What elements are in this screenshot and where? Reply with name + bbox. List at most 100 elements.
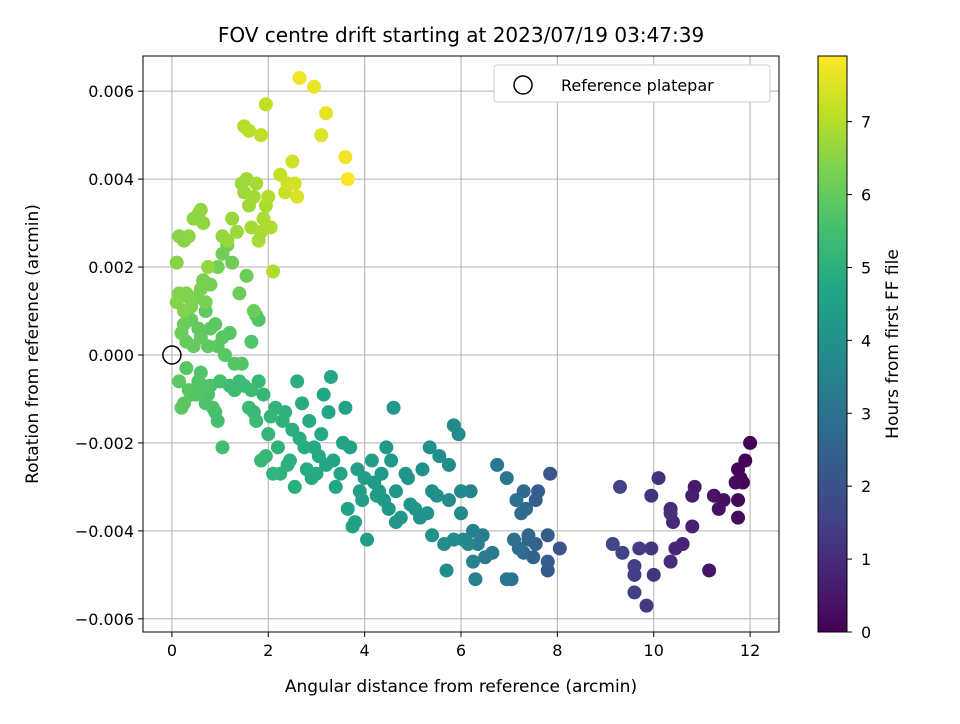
data-point bbox=[338, 150, 353, 165]
data-point bbox=[174, 400, 189, 415]
data-point bbox=[242, 123, 256, 138]
data-points bbox=[169, 70, 758, 613]
data-point bbox=[229, 224, 244, 239]
data-point bbox=[290, 189, 305, 204]
data-point bbox=[210, 339, 225, 354]
data-point bbox=[615, 545, 630, 560]
data-point bbox=[441, 457, 456, 472]
data-point bbox=[432, 449, 447, 464]
data-point bbox=[314, 128, 329, 143]
data-point bbox=[169, 295, 184, 310]
data-point bbox=[605, 537, 620, 552]
data-point bbox=[437, 537, 452, 552]
data-point bbox=[285, 422, 300, 437]
data-point bbox=[415, 462, 430, 477]
data-point bbox=[711, 501, 726, 516]
data-point bbox=[174, 326, 189, 341]
data-point bbox=[345, 519, 360, 534]
colorbar-tick-label: 0 bbox=[861, 623, 871, 642]
legend-marker-reference bbox=[513, 75, 533, 95]
data-point bbox=[333, 466, 348, 481]
x-tick-label: 12 bbox=[740, 641, 760, 660]
data-point bbox=[338, 400, 353, 415]
legend-box bbox=[493, 64, 771, 103]
colorbar-ticks: 0 1 2 3 4 5 6 7 bbox=[847, 113, 871, 642]
data-point bbox=[261, 427, 276, 442]
data-point bbox=[466, 554, 481, 569]
data-point bbox=[627, 559, 642, 574]
data-point bbox=[290, 374, 305, 389]
data-point bbox=[198, 396, 213, 411]
colorbar-tick-label: 1 bbox=[861, 550, 871, 569]
data-point bbox=[287, 479, 302, 494]
data-point bbox=[627, 585, 642, 600]
data-point bbox=[169, 255, 184, 270]
data-point bbox=[181, 229, 196, 244]
data-point bbox=[261, 189, 276, 204]
data-point bbox=[203, 321, 218, 336]
data-point bbox=[292, 70, 307, 85]
data-point bbox=[644, 541, 659, 556]
data-point bbox=[266, 466, 281, 481]
data-point bbox=[425, 528, 440, 543]
data-point bbox=[439, 563, 454, 578]
data-point bbox=[227, 356, 242, 371]
data-point bbox=[456, 532, 471, 547]
data-point bbox=[507, 532, 521, 547]
data-point bbox=[543, 466, 558, 481]
data-point bbox=[644, 488, 659, 503]
data-point bbox=[728, 475, 743, 490]
colorbar-gradient bbox=[817, 55, 848, 633]
data-point bbox=[685, 488, 700, 503]
data-point bbox=[379, 440, 394, 455]
data-point bbox=[463, 484, 478, 499]
data-point bbox=[540, 528, 555, 543]
data-point bbox=[470, 537, 485, 552]
data-point bbox=[220, 233, 235, 248]
plot-area: 0 2 4 6 8 10 12 −0.006 −0.004 −0.002 0.000 0.002 0.… bbox=[75, 55, 780, 660]
data-point bbox=[632, 541, 647, 556]
data-point bbox=[466, 523, 481, 538]
data-point bbox=[731, 510, 746, 525]
data-point bbox=[352, 484, 367, 499]
data-point bbox=[263, 409, 278, 424]
data-point bbox=[275, 413, 290, 428]
reference-platepar-marker bbox=[162, 345, 182, 365]
x-tick-label: 6 bbox=[456, 641, 466, 660]
x-axis-ticks: 0 2 4 6 8 10 12 bbox=[167, 632, 760, 660]
colorbar: 0 1 2 3 4 5 6 7 Hours from first FF file bbox=[817, 55, 903, 642]
legend: Reference platepar bbox=[493, 64, 771, 103]
data-point bbox=[307, 79, 322, 94]
data-point bbox=[172, 374, 187, 389]
legend-label-reference: Reference platepar bbox=[561, 76, 714, 95]
data-point bbox=[646, 567, 661, 582]
data-point bbox=[743, 435, 758, 450]
data-point bbox=[295, 396, 309, 411]
data-point bbox=[663, 506, 678, 521]
data-point bbox=[685, 519, 700, 534]
data-point bbox=[360, 532, 375, 547]
data-point bbox=[239, 268, 254, 283]
data-point bbox=[263, 220, 278, 235]
x-tick-label: 0 bbox=[167, 641, 177, 660]
data-point bbox=[232, 286, 247, 301]
x-axis-label: Angular distance from reference (arcmin) bbox=[285, 677, 637, 697]
data-point bbox=[454, 484, 468, 499]
y-tick-label: −0.006 bbox=[75, 610, 134, 629]
data-point bbox=[651, 471, 666, 486]
data-point bbox=[335, 435, 350, 450]
data-point bbox=[702, 563, 717, 578]
data-point bbox=[663, 554, 678, 569]
x-tick-label: 10 bbox=[644, 641, 664, 660]
data-point bbox=[384, 453, 399, 468]
y-tick-label: 0.002 bbox=[88, 258, 134, 277]
data-point bbox=[468, 572, 483, 587]
grid bbox=[143, 56, 779, 632]
data-point bbox=[256, 387, 271, 402]
data-point bbox=[196, 216, 211, 231]
data-point bbox=[246, 304, 261, 319]
x-tick-label: 8 bbox=[552, 641, 562, 660]
data-point bbox=[340, 501, 355, 516]
y-tick-label: 0.006 bbox=[88, 82, 134, 101]
y-axis-ticks: −0.006 −0.004 −0.002 0.000 0.002 0.004 0.006 bbox=[75, 82, 143, 629]
